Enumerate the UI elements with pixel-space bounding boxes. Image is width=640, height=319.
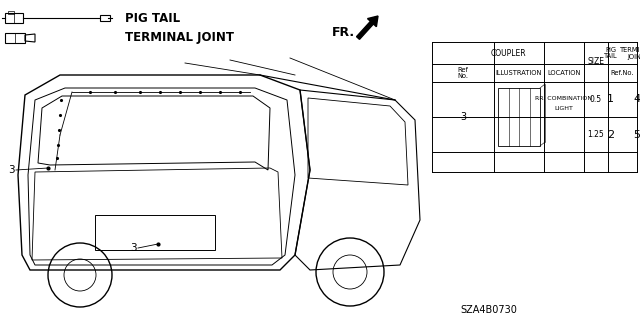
Text: PIG TAIL: PIG TAIL [125, 11, 180, 25]
Text: LOCATION: LOCATION [547, 70, 580, 76]
Text: 3: 3 [8, 165, 15, 175]
Bar [5, 13, 23, 23]
Text: 5: 5 [633, 130, 640, 139]
Bar [100, 15, 110, 21]
Text: Ref
No.: Ref No. [458, 66, 468, 79]
Text: Ref.No.: Ref.No. [611, 70, 634, 76]
FancyArrow shape [356, 16, 378, 39]
Bar [498, 88, 540, 146]
Text: 4: 4 [633, 94, 640, 105]
Bar [95, 215, 215, 250]
Text: 3: 3 [130, 243, 136, 253]
Text: FR.: FR. [332, 26, 355, 40]
Text: LIGHT: LIGHT [555, 106, 573, 110]
Text: 1.25: 1.25 [588, 130, 604, 139]
Text: 2: 2 [607, 130, 614, 139]
Text: PIG
TAIL: PIG TAIL [604, 47, 618, 60]
Text: RR. COMBINATION: RR. COMBINATION [536, 97, 593, 101]
Text: 3: 3 [460, 112, 466, 122]
Bar [5, 33, 25, 43]
Text: 1: 1 [607, 94, 614, 105]
Text: SZA4B0730: SZA4B0730 [460, 305, 517, 315]
Text: TERMINAL
JOINT: TERMINAL JOINT [620, 47, 640, 60]
Text: COUPLER: COUPLER [490, 48, 526, 57]
Text: ILLUSTRATION: ILLUSTRATION [496, 70, 542, 76]
Text: SIZE: SIZE [588, 57, 605, 66]
Bar [8, 11, 14, 14]
Text: 0.5: 0.5 [590, 95, 602, 104]
Text: TERMINAL JOINT: TERMINAL JOINT [125, 32, 234, 44]
